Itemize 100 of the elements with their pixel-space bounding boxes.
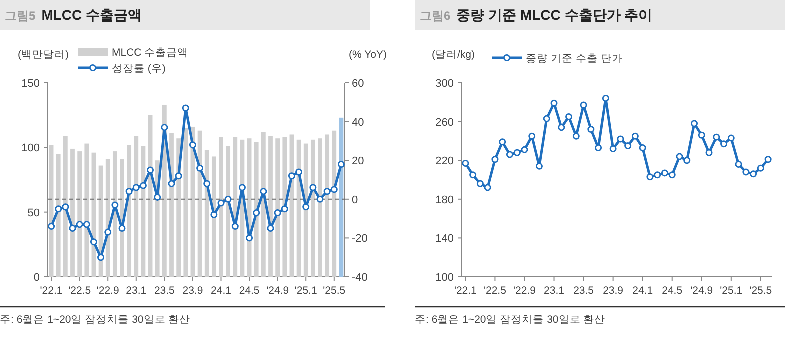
point: [602, 95, 610, 102]
x-tick-label: '25.5: [750, 285, 772, 297]
bar: [219, 137, 224, 277]
x-tick-label: '22.9: [514, 285, 536, 297]
y2-tick-label: 20: [352, 156, 364, 168]
point: [218, 200, 225, 207]
bar: [254, 142, 259, 277]
point: [691, 120, 698, 128]
point: [470, 172, 477, 179]
point: [706, 149, 713, 156]
x-tick-label: 24.1: [632, 285, 654, 297]
bar: [212, 156, 216, 277]
point: [267, 225, 274, 232]
x-tick-label: '25.1: [294, 285, 318, 297]
point: [639, 144, 646, 152]
point: [48, 223, 56, 230]
point: [330, 186, 338, 194]
y2-axis-title: (% YoY): [349, 49, 387, 61]
bar: [127, 145, 132, 277]
y2-tick-label: -20: [352, 233, 368, 246]
point: [720, 140, 728, 148]
y-tick-label: 300: [436, 78, 454, 90]
y2-tick-label: 60: [352, 78, 364, 90]
point: [668, 172, 676, 179]
y-axis-title: (달러/kg): [432, 49, 475, 61]
y-tick-label: 180: [436, 194, 454, 206]
x-tick-label: 23.1: [126, 285, 147, 297]
bar: [56, 154, 61, 277]
text: 주: 6월은 1~20일 잠정치를 30일로 환산: [415, 314, 606, 326]
bar: [325, 134, 330, 277]
bar: [184, 128, 188, 277]
x-tick-label: 24.5: [239, 285, 260, 297]
point: [196, 164, 204, 172]
point: [654, 172, 662, 179]
x-tick-label: '22.5: [484, 285, 507, 297]
x-tick-label: 23.9: [603, 285, 624, 297]
point: [140, 182, 147, 190]
point: [98, 254, 105, 262]
bar: [226, 146, 231, 277]
bar: [112, 152, 118, 277]
point: [661, 170, 668, 177]
point: [632, 132, 639, 140]
point: [132, 184, 140, 192]
point: [624, 142, 632, 150]
y-tick-label: 140: [436, 233, 454, 246]
y-tick-label: 220: [436, 156, 454, 168]
point: [617, 136, 624, 143]
bar: [318, 138, 322, 277]
bar: [310, 140, 316, 277]
point: [728, 134, 735, 142]
point: [764, 156, 772, 164]
point: [684, 157, 691, 164]
point: [302, 204, 310, 211]
point: [550, 100, 558, 107]
point: [499, 138, 506, 146]
point: [296, 168, 303, 176]
x-tick-label: 24.5: [662, 285, 683, 297]
x-tick-label: '22.9: [96, 285, 120, 297]
point: [646, 174, 654, 181]
point: [246, 234, 254, 242]
x-tick-label: '24.9: [266, 285, 290, 297]
point: [69, 225, 76, 232]
point: [492, 156, 499, 164]
point: [224, 196, 232, 203]
point: [104, 228, 112, 236]
point: [543, 115, 550, 122]
point: [316, 196, 324, 203]
point: [83, 221, 90, 228]
point: [713, 134, 720, 141]
bar: [84, 144, 90, 277]
bar: [282, 137, 288, 277]
x-tick-label: '22.5: [68, 285, 92, 297]
point: [558, 124, 566, 132]
y-tick-label: 150: [22, 78, 40, 90]
point: [484, 184, 492, 192]
point: [161, 124, 168, 132]
y-tick-label: 50: [28, 207, 40, 220]
point: [232, 223, 239, 230]
point: [175, 172, 182, 180]
point: [168, 180, 176, 188]
point: [62, 204, 70, 211]
x-tick-label: '24.9: [690, 285, 714, 297]
x-tick-label: '25.1: [720, 285, 743, 297]
point: [55, 206, 62, 213]
legend-label: MLCC 수출금액: [112, 47, 189, 59]
point: [566, 113, 573, 120]
y-tick-label: 100: [22, 142, 40, 155]
point: [281, 206, 288, 213]
bar: [332, 130, 337, 277]
point: [274, 209, 282, 216]
point: [189, 142, 196, 149]
x-tick-label: '25.5: [323, 285, 346, 297]
point: [528, 132, 536, 140]
point: [310, 184, 317, 192]
point: [462, 160, 470, 168]
y-axis-title: (백만달러): [18, 49, 69, 61]
text: 주: 6월은 1~20일 잠정치를 30일로 환산: [0, 314, 191, 326]
point: [476, 180, 484, 188]
legend-label: 성장률 (우): [112, 63, 166, 75]
point: [750, 170, 758, 178]
